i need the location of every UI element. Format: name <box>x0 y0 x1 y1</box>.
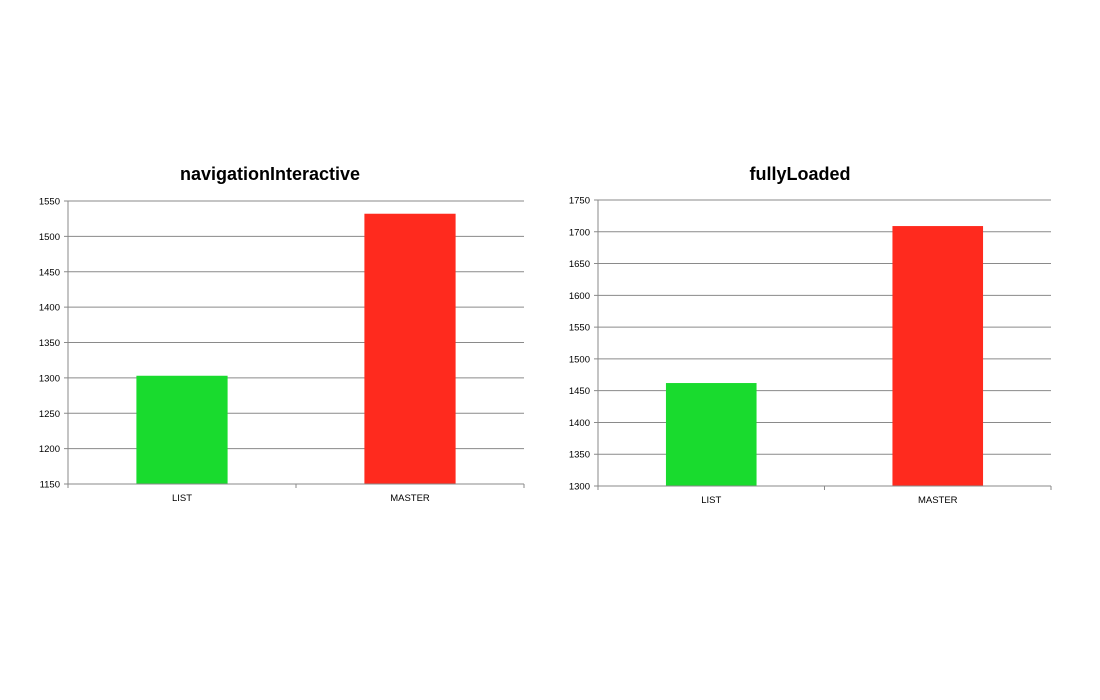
chart-title: fullyLoaded <box>749 164 851 184</box>
y-tick-label: 1600 <box>569 291 590 302</box>
y-tick-label: 1450 <box>39 267 60 278</box>
bar-master <box>892 226 984 486</box>
y-tick-label: 1750 <box>569 196 590 207</box>
chart-title: navigationInteractive <box>179 164 361 184</box>
bar-chart-navigation-interactive: 1150 1200 1250 1300 1350 1400 1450 1500 1550 LIST… <box>39 197 525 504</box>
y-tick-label: 1500 <box>569 354 590 365</box>
y-tick-label: 1200 <box>39 444 60 455</box>
x-tick-label: LIST <box>701 495 721 506</box>
y-tick-label: 1550 <box>39 197 60 208</box>
y-tick-label: 1550 <box>569 323 590 334</box>
y-tick-label: 1400 <box>569 418 590 429</box>
y-tick-label: 1650 <box>569 259 590 270</box>
x-tick-label: MASTER <box>390 493 430 504</box>
y-tick-label: 1250 <box>39 409 60 420</box>
bar-master <box>364 213 456 485</box>
y-tick-label: 1300 <box>569 482 590 493</box>
bar-list <box>136 375 228 484</box>
y-tick-label: 1400 <box>39 303 60 314</box>
bar-chart-fully-loaded: 1300 1350 1400 1450 1500 1550 1600 1650 1700 1750… <box>569 196 1052 506</box>
y-tick-label: 1350 <box>569 450 590 461</box>
bar-list <box>665 383 757 486</box>
chart-fully-loaded: fullyLoaded 1300 1350 1400 1450 1500 1550 1600… <box>530 150 1070 520</box>
chart-navigation-interactive: navigationInteractive 1150 1200 1250 1300 13… <box>0 150 540 520</box>
y-tick-label: 1300 <box>39 373 60 384</box>
y-tick-label: 1700 <box>569 227 590 238</box>
y-tick-label: 1350 <box>39 338 60 349</box>
y-tick-label: 1150 <box>40 480 60 491</box>
y-tick-label: 1500 <box>39 232 60 243</box>
x-tick-label: MASTER <box>918 495 958 506</box>
x-tick-label: LIST <box>172 493 192 504</box>
y-tick-label: 1450 <box>569 386 590 397</box>
